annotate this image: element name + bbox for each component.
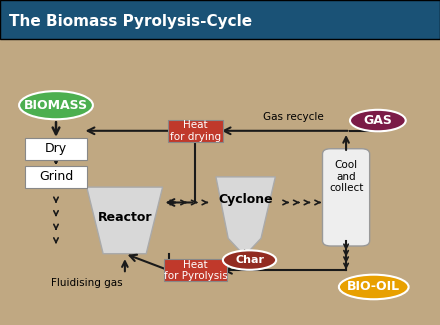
Text: GAS: GAS [363,114,392,127]
FancyBboxPatch shape [168,120,223,142]
Text: Cool
and
collect: Cool and collect [329,160,363,193]
Text: Reactor: Reactor [98,211,152,224]
FancyBboxPatch shape [25,138,87,160]
Text: Dry: Dry [45,142,67,155]
Text: Heat
for drying: Heat for drying [170,120,221,142]
FancyBboxPatch shape [164,259,227,281]
Text: Grind: Grind [39,170,73,183]
Ellipse shape [339,275,409,299]
FancyBboxPatch shape [25,166,87,188]
Ellipse shape [350,110,406,131]
FancyBboxPatch shape [323,149,370,246]
Ellipse shape [223,250,276,270]
Text: Cyclone: Cyclone [218,193,273,206]
Text: The Biomass Pyrolysis-Cycle: The Biomass Pyrolysis-Cycle [9,14,252,29]
Text: Gas recycle: Gas recycle [264,112,324,122]
Polygon shape [87,187,163,254]
Text: Heat
for Pyrolysis: Heat for Pyrolysis [164,260,227,281]
Text: BIOMASS: BIOMASS [24,99,88,112]
Polygon shape [216,177,275,254]
Text: Char: Char [235,255,264,265]
Ellipse shape [19,91,93,119]
Text: Fluidising gas: Fluidising gas [51,278,123,288]
Text: BIO-OIL: BIO-OIL [347,280,400,293]
